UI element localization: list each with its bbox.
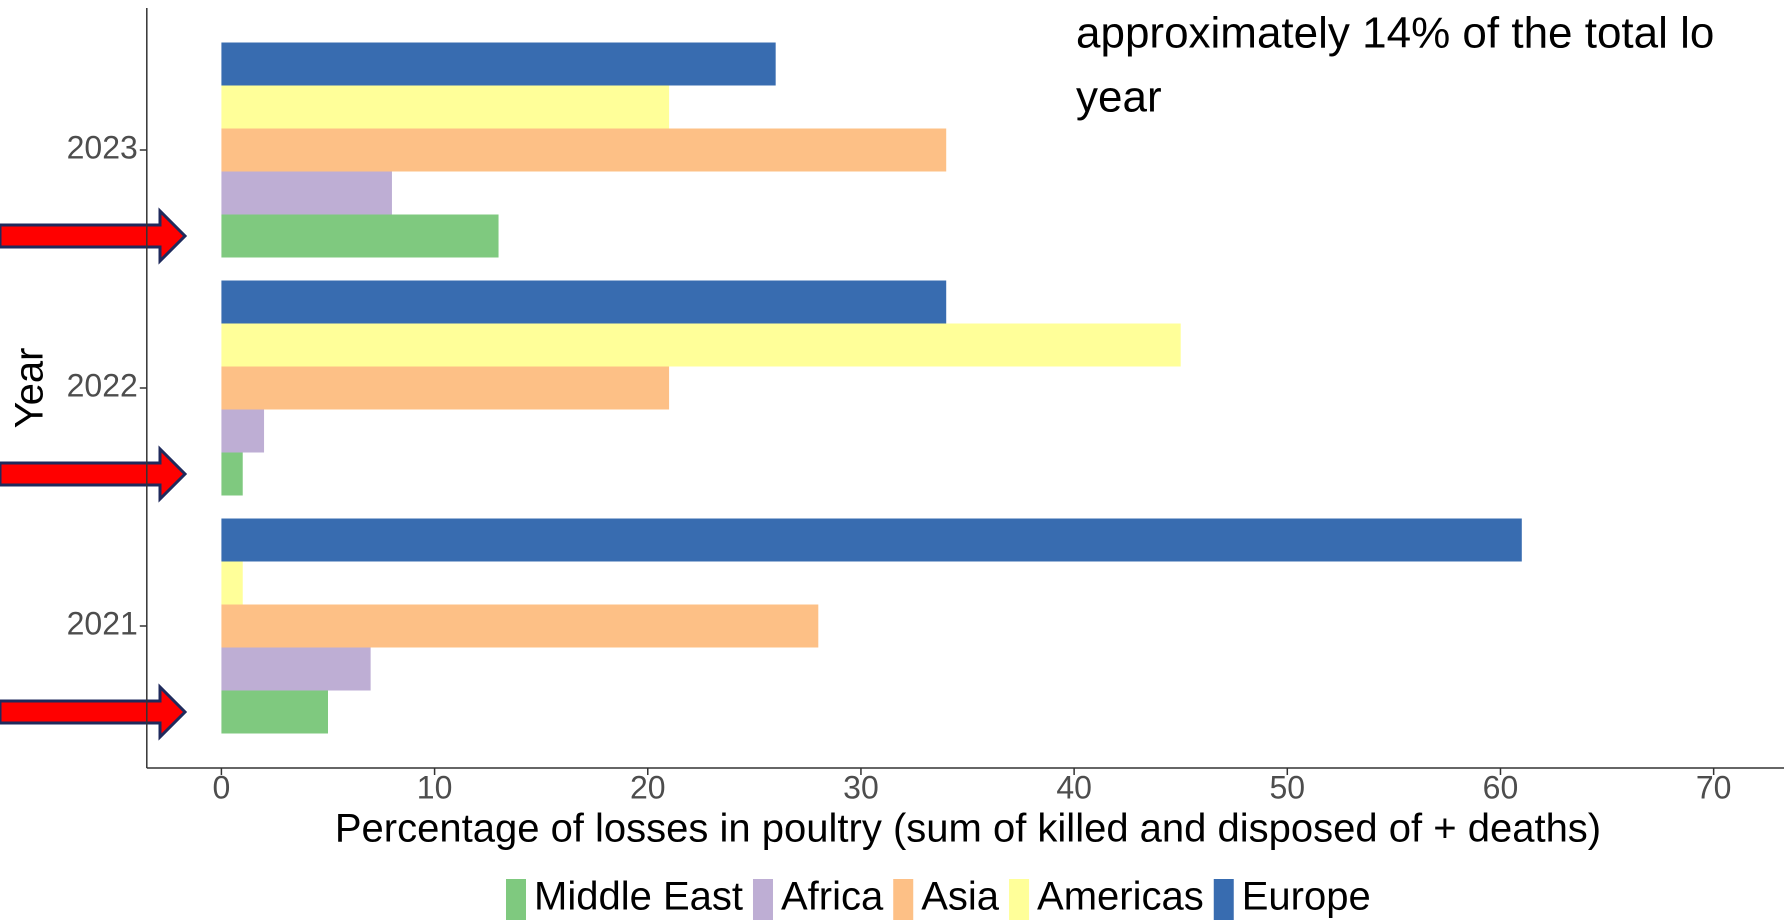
x-tick-label: 50 (1270, 769, 1306, 805)
bar (221, 323, 1181, 367)
bar (221, 647, 371, 691)
arrows (0, 207, 188, 741)
bar (221, 171, 392, 215)
y-tick-label: 2022 (67, 367, 138, 403)
x-tick-label: 40 (1056, 769, 1092, 805)
x-tick-label: 60 (1483, 769, 1519, 805)
x-tick-label: 20 (630, 769, 666, 805)
legend-swatch (893, 879, 914, 920)
annotation: year (1076, 73, 1162, 122)
y-tick-label: 2021 (67, 605, 138, 641)
bar (221, 690, 329, 734)
bar (221, 452, 243, 496)
arrow (0, 445, 188, 503)
legend-swatch (1009, 879, 1030, 920)
bar (221, 409, 265, 453)
x-tick-label: 0 (213, 769, 231, 805)
legend-label: Middle East (534, 875, 743, 919)
legend-label: Europe (1242, 875, 1371, 919)
bar (221, 85, 670, 129)
arrow (0, 683, 188, 741)
bar (221, 518, 1522, 562)
bar (221, 280, 947, 324)
x-tick-label: 30 (843, 769, 879, 805)
y-axis-label: Year (8, 348, 52, 429)
x-axis-label: Percentage of losses in poultry (sum of … (335, 807, 1601, 851)
bar (221, 214, 499, 258)
bar (221, 366, 670, 410)
legend-label: Africa (781, 875, 884, 919)
legend-swatch (1213, 879, 1234, 920)
bar (221, 42, 776, 86)
legend-label: Asia (921, 875, 1000, 919)
legend-swatch (752, 879, 773, 920)
bar (221, 604, 819, 648)
y-tick-label: 2023 (67, 129, 138, 165)
bar (221, 128, 947, 172)
annotation: approximately 14% of the total lo (1076, 9, 1714, 58)
legend-label: Americas (1037, 875, 1204, 919)
arrow (0, 207, 188, 265)
x-tick-label: 10 (417, 769, 453, 805)
legend-swatch (506, 879, 526, 920)
x-tick-label: 70 (1696, 769, 1732, 805)
bar (221, 561, 243, 605)
